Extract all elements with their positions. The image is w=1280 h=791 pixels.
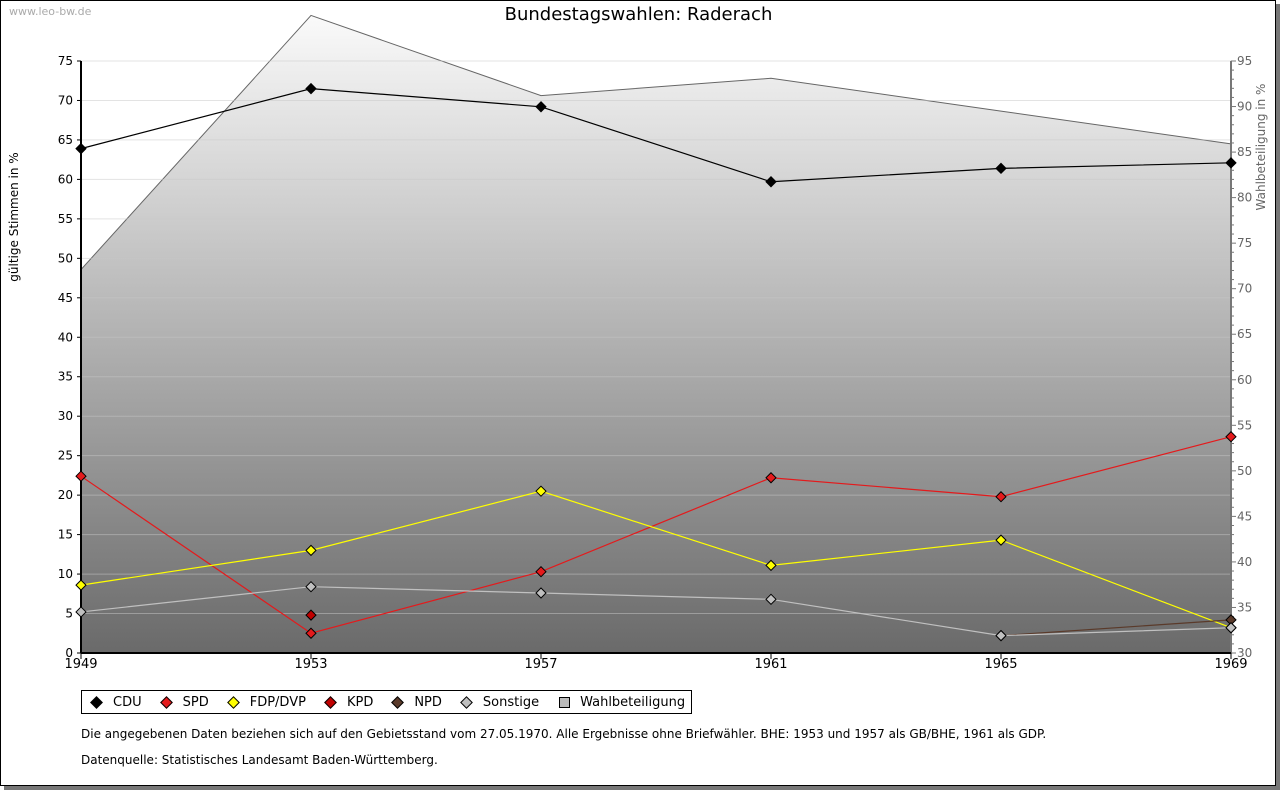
wahlbeteiligung-line [80,14,1232,270]
legend-label: FDP/DVP [249,694,306,710]
y2-tick-label: 40 [1237,555,1252,569]
chart-svg: 0 5 10 15 20 25 30 35 40 45 50 55 60 65 70 75 30 35 40 45 50… [7,14,1268,672]
y-tick-label: 40 [58,330,73,344]
cdu-point [995,162,1007,175]
y-tick-label: 45 [58,291,73,305]
spd-line [80,436,1232,634]
x-tick-label: 1965 [984,657,1017,672]
legend-label: Sonstige [482,694,540,710]
y2-tick-label: 75 [1237,236,1252,250]
x-tick-label: 1949 [64,657,97,672]
legend-item: SPD [158,695,209,710]
fdp-dvp-line [80,490,1232,629]
legend-marker-icon [460,695,473,709]
x-tick-label: 1953 [294,657,327,672]
y-tick-label: 60 [58,172,73,186]
y2-tick-label: 55 [1237,418,1252,432]
fdp-dvp-point [305,544,317,557]
y2-tick-label: 95 [1237,54,1252,68]
spd-point [765,472,777,484]
fdp-dvp-point [995,534,1007,546]
spd-point [535,565,547,578]
legend-label: KPD [346,694,374,710]
y-tick-label: 65 [58,133,73,147]
legend-item: FDP/DVP [225,695,306,710]
fdp-dvp-point [765,559,777,572]
legend-label: SPD [182,694,209,710]
legend-marker-icon [90,695,103,709]
y-tick-label: 15 [58,528,73,542]
fdp-dvp-point [535,485,547,497]
cdu-point [765,176,777,188]
legend-marker-icon [324,695,337,709]
spd-point [75,470,87,482]
x-tick-label: 1961 [754,657,787,672]
cdu-point [535,101,547,113]
y2-tick-label: 60 [1237,373,1252,387]
cdu-point [1225,157,1237,169]
sonstige-line [80,586,1232,637]
wahlbeteiligung-area [81,15,1231,653]
legend-area-icon [559,696,571,708]
cdu-point [305,82,317,95]
sonstige-point [535,587,547,599]
y-tick-label: 20 [58,488,73,502]
legend-label: Wahlbeteiligung [580,694,686,710]
legend-item: Wahlbeteiligung [555,695,685,710]
y-tick-label: 70 [58,93,73,107]
note-gebietsstand: Die angegebenen Daten beziehen sich auf … [81,727,1047,741]
npd-line [1000,619,1232,637]
legend-marker-icon [226,695,240,709]
y2-tick-label: 45 [1237,509,1252,523]
chart-title: Bundestagswahlen: Raderach [504,4,773,25]
cdu-point [75,142,87,155]
y-tick-label: 10 [58,567,73,581]
fdp-dvp-point [75,579,87,591]
note-datenquelle: Datenquelle: Statistisches Landesamt Bad… [81,753,438,767]
spd-point [1225,431,1237,443]
y-tick-label: 5 [65,607,73,621]
y-tick-label: 25 [58,449,73,463]
y2-tick-label: 50 [1237,464,1252,478]
x-tick-label: 1957 [524,657,557,672]
spd-point [305,627,317,639]
sonstige-point [1225,622,1237,634]
y-tick-label: 30 [58,409,73,423]
sonstige-point [765,593,777,606]
y-tick-label: 35 [58,370,73,384]
y-tick-label: 55 [58,212,73,226]
y2-tick-label: 35 [1237,600,1252,614]
cdu-line [80,88,1232,183]
y-tick-label: 50 [58,251,73,265]
y2-tick-label: 90 [1237,100,1252,114]
legend-item: Sonstige [458,695,539,710]
sonstige-point [995,629,1007,642]
spd-point [995,491,1007,503]
kpd-point [305,609,317,621]
y2-tick-label: 70 [1237,282,1252,296]
y-tick-label: 75 [58,54,73,68]
legend-label: NPD [414,694,442,710]
y2-axis-label: Wahlbeteiligung in % [1254,84,1268,211]
x-tick-label: 1969 [1214,657,1247,672]
legend-item: KPD [322,695,373,710]
sonstige-point [75,606,87,618]
y2-tick-label: 85 [1237,145,1252,159]
sonstige-point [305,580,317,593]
legend-item: NPD [389,695,442,710]
y2-tick-label: 65 [1237,327,1252,341]
watermark: www.leo-bw.de [9,5,92,18]
y-axis-label: gültige Stimmen in % [7,152,21,281]
y2-tick-label: 80 [1237,191,1252,205]
legend-label: CDU [113,694,142,710]
y2-tick-label: 30 [1237,646,1252,660]
legend-item: CDU [88,695,142,710]
legend-marker-icon [391,695,405,709]
legend-marker-icon [159,695,173,709]
legend: CDU SPD FDP/DVP KPD NPD Sonstige Wahlbeteiligu… [81,690,693,714]
y-tick-label: 0 [65,646,73,660]
